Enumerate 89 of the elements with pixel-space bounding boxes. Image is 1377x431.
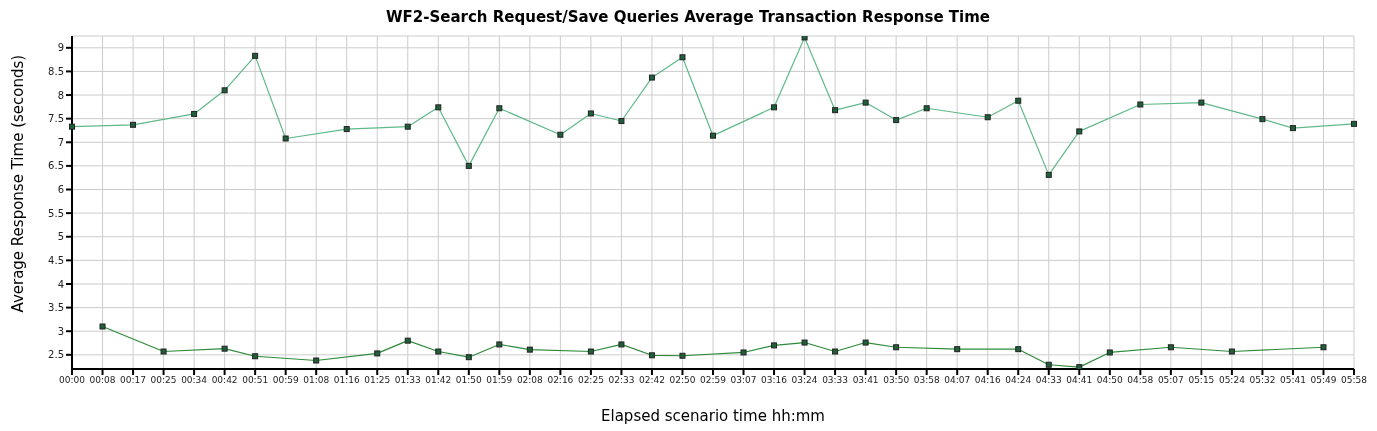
y-tick-label: 9 bbox=[57, 42, 64, 54]
x-tick-label: 04:58 bbox=[1127, 375, 1154, 386]
x-tick-label: 02:42 bbox=[638, 375, 665, 386]
point bbox=[404, 337, 411, 344]
point bbox=[526, 346, 533, 353]
point bbox=[954, 346, 961, 353]
x-tick-label: 04:50 bbox=[1096, 375, 1124, 386]
x-tick-label: 01:33 bbox=[394, 375, 421, 386]
x-tick-label: 03:58 bbox=[913, 375, 940, 386]
y-tick-label: 5.5 bbox=[48, 207, 64, 219]
x-tick-label: 02:08 bbox=[516, 375, 544, 386]
point bbox=[1106, 349, 1113, 356]
x-tick-label: 05:24 bbox=[1218, 375, 1246, 386]
x-tick-label: 05:32 bbox=[1249, 375, 1276, 386]
point bbox=[1015, 346, 1022, 353]
x-tick-label: 00:25 bbox=[150, 375, 177, 386]
x-tick-label: 00:08 bbox=[89, 375, 116, 386]
x-tick-label: 04:16 bbox=[974, 375, 1001, 386]
x-tick-label: 04:24 bbox=[1005, 375, 1032, 386]
x-tick-label: 02:33 bbox=[608, 375, 635, 386]
point bbox=[160, 348, 167, 355]
x-tick-label: 01:42 bbox=[425, 375, 452, 386]
x-tick-label: 05:15 bbox=[1188, 375, 1215, 386]
point bbox=[648, 352, 655, 359]
x-tick-label: 02:25 bbox=[577, 375, 604, 386]
x-tick-label: 03:07 bbox=[730, 375, 757, 386]
x-tick-label: 03:41 bbox=[852, 375, 879, 386]
point bbox=[1167, 344, 1174, 351]
y-tick-label: 5 bbox=[57, 231, 64, 243]
chart-title: WF2-Search Request/Save Queries Average Transaction Response Time bbox=[385, 8, 991, 28]
point bbox=[99, 323, 106, 330]
point bbox=[862, 339, 869, 346]
y-tick-label: 4.5 bbox=[48, 254, 64, 266]
x-tick-label: 01:16 bbox=[333, 375, 360, 386]
x-tick-label: 03:24 bbox=[791, 375, 818, 386]
point bbox=[435, 348, 442, 355]
point bbox=[740, 349, 747, 356]
x-tick-label: 00:34 bbox=[181, 375, 208, 386]
x-tick-label: 05:07 bbox=[1157, 375, 1184, 386]
y-tick-label: 6 bbox=[57, 184, 64, 196]
y-tick-label: 3 bbox=[57, 325, 64, 337]
x-tick-label: 01:08 bbox=[303, 375, 330, 386]
x-tick-label: 02:16 bbox=[547, 375, 574, 386]
point bbox=[313, 357, 320, 364]
y-tick-label: 2.5 bbox=[48, 349, 64, 361]
point bbox=[587, 348, 594, 355]
x-tick-label: 04:33 bbox=[1035, 375, 1062, 386]
x-tick-label: 00:00 bbox=[59, 375, 86, 386]
point bbox=[679, 352, 686, 359]
x-tick-label: 00:51 bbox=[242, 375, 269, 386]
point bbox=[1320, 344, 1327, 351]
point bbox=[374, 350, 381, 357]
point bbox=[1076, 364, 1083, 369]
point bbox=[252, 353, 259, 360]
point bbox=[832, 348, 839, 355]
x-tick-label: 01:50 bbox=[455, 375, 483, 386]
y-tick-label: 4 bbox=[57, 278, 64, 290]
y-tick-label: 8 bbox=[57, 89, 64, 101]
point bbox=[1228, 348, 1235, 355]
x-tick-label: 03:50 bbox=[883, 375, 910, 386]
x-axis-title: Elapsed scenario time hh:mm bbox=[601, 407, 825, 425]
x-tick-label: 00:59 bbox=[272, 375, 299, 386]
x-tick-label: 03:33 bbox=[822, 375, 849, 386]
x-tick-label: 05:49 bbox=[1310, 375, 1337, 386]
y-tick-label: 7 bbox=[57, 136, 64, 148]
point bbox=[893, 344, 900, 351]
point bbox=[221, 345, 228, 352]
x-tick-label: 04:41 bbox=[1066, 375, 1093, 386]
x-tick-label: 01:25 bbox=[364, 375, 391, 386]
x-tick-label: 01:59 bbox=[486, 375, 513, 386]
point bbox=[465, 354, 472, 361]
x-tick-label: 00:42 bbox=[211, 375, 238, 386]
point bbox=[801, 339, 808, 346]
x-tick-label: 02:59 bbox=[700, 375, 727, 386]
x-tick-label: 02:50 bbox=[669, 375, 696, 386]
y-tick-label: 3.5 bbox=[48, 302, 64, 314]
y-tick-label: 8.5 bbox=[48, 65, 64, 77]
x-tick-label: 05:41 bbox=[1279, 375, 1306, 386]
y-tick-label: 6.5 bbox=[48, 160, 64, 172]
point bbox=[618, 341, 625, 348]
point bbox=[496, 341, 503, 348]
point bbox=[1045, 361, 1052, 368]
y-tick-label: 7.5 bbox=[48, 113, 64, 125]
x-tick-label: 00:17 bbox=[120, 375, 147, 386]
x-tick-label: 03:16 bbox=[761, 375, 788, 386]
y-axis-title: Average Response Time (seconds) bbox=[9, 54, 28, 313]
x-tick-label: 05:58 bbox=[1341, 375, 1368, 386]
x-tick-label: 04:07 bbox=[944, 375, 971, 386]
point bbox=[771, 342, 778, 349]
